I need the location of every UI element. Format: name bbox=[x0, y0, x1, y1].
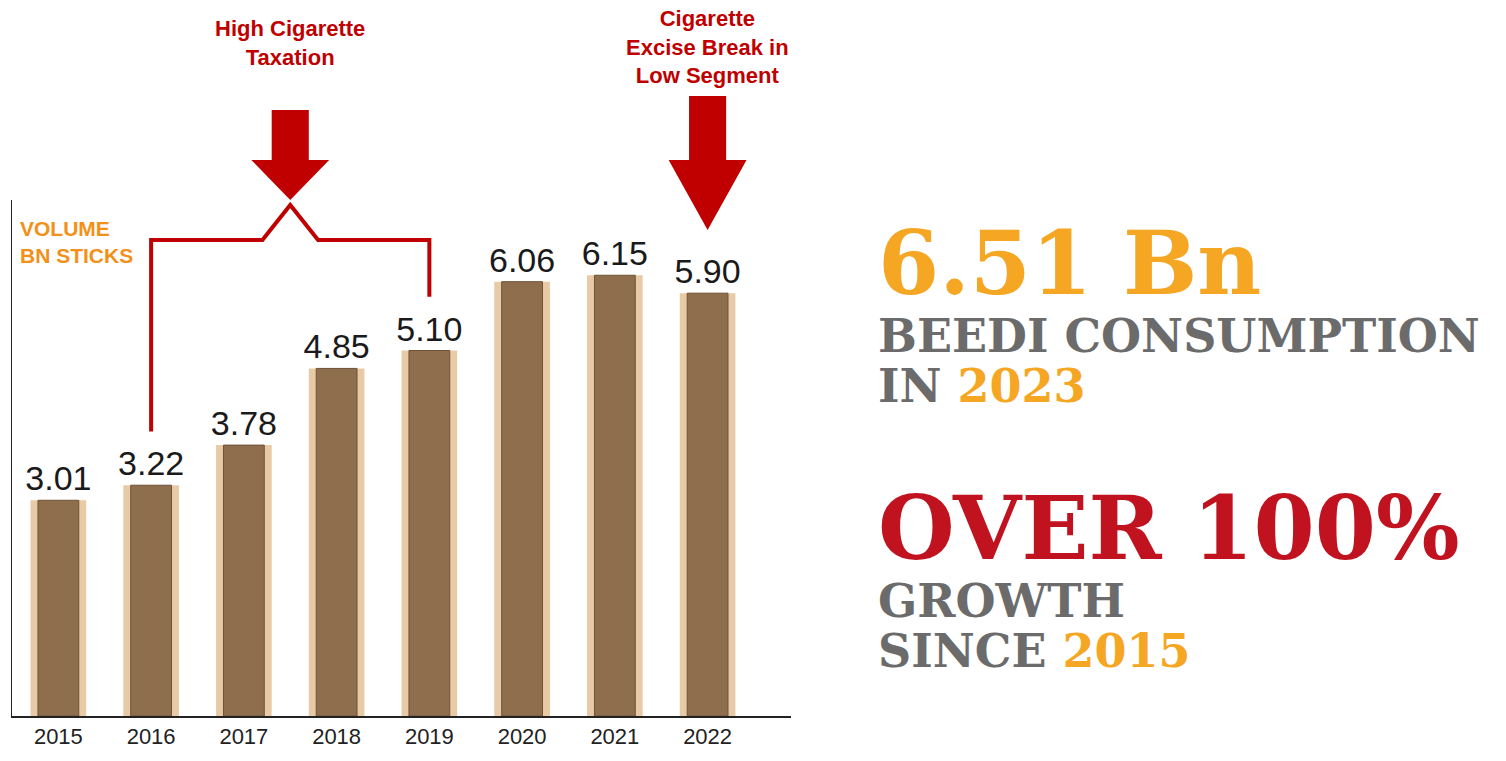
svg-text:2018: 2018 bbox=[312, 724, 361, 749]
svg-text:2015: 2015 bbox=[34, 724, 83, 749]
svg-text:5.90: 5.90 bbox=[675, 252, 741, 290]
svg-text:5.10: 5.10 bbox=[396, 310, 462, 348]
svg-text:3.22: 3.22 bbox=[118, 444, 184, 482]
svg-text:2021: 2021 bbox=[590, 724, 639, 749]
html-text:GROWTH: GROWTH bbox=[878, 574, 1125, 628]
svg-text:2020: 2020 bbox=[498, 724, 547, 749]
html-text:BEEDI CONSUMPTION: BEEDI CONSUMPTION bbox=[878, 309, 1480, 363]
svg-text:6.15: 6.15 bbox=[582, 234, 648, 272]
svg-text:4.85: 4.85 bbox=[304, 327, 370, 365]
svg-text:3.78: 3.78 bbox=[211, 404, 277, 442]
html-text:OVER 100%: OVER 100% bbox=[878, 476, 1460, 580]
svg-text:High CigaretteTaxation: High CigaretteTaxation bbox=[215, 16, 365, 70]
html-text:IN 2023: IN 2023 bbox=[878, 359, 1086, 413]
svg-text:VOLUMEBN STICKS: VOLUMEBN STICKS bbox=[20, 217, 133, 267]
svg-text:2019: 2019 bbox=[405, 724, 454, 749]
svg-text:2022: 2022 bbox=[683, 724, 732, 749]
svg-text:2017: 2017 bbox=[219, 724, 268, 749]
svg-text:CigaretteExcise Break inLow Se: CigaretteExcise Break inLow Segment bbox=[626, 6, 789, 88]
svg-text:6.06: 6.06 bbox=[489, 241, 555, 279]
svg-text:2016: 2016 bbox=[127, 724, 176, 749]
html-text:SINCE 2015: SINCE 2015 bbox=[878, 624, 1191, 678]
svg-text:3.01: 3.01 bbox=[25, 459, 91, 497]
html-text:6.51 Bn: 6.51 Bn bbox=[878, 211, 1262, 315]
